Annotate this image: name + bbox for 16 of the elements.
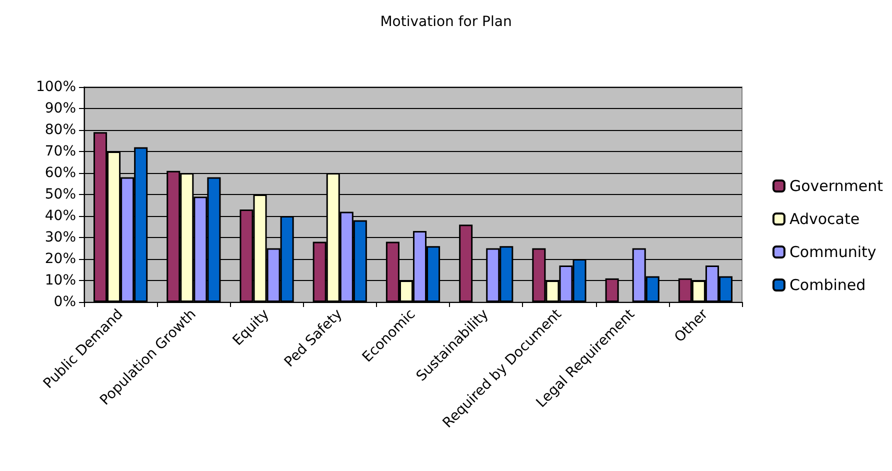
chart-title: Motivation for Plan [380, 14, 512, 30]
y-tick-label: 20% [44, 251, 76, 267]
y-tick-label: 10% [44, 272, 76, 288]
y-tick-label: 30% [44, 230, 76, 246]
y-tick-label: 40% [44, 208, 76, 224]
legend-label: Community [789, 243, 876, 261]
y-tick-label: 100% [36, 79, 76, 95]
y-tick-label: 60% [44, 165, 76, 181]
legend-label: Combined [789, 276, 866, 294]
legend-label: Advocate [789, 210, 860, 228]
y-tick-label: 90% [44, 100, 76, 116]
y-tick-label: 50% [44, 186, 76, 202]
legend-label: Government [789, 177, 884, 195]
y-tick-label: 0% [54, 294, 76, 310]
y-tick-label: 80% [44, 122, 76, 138]
y-tick-label: 70% [44, 144, 76, 160]
